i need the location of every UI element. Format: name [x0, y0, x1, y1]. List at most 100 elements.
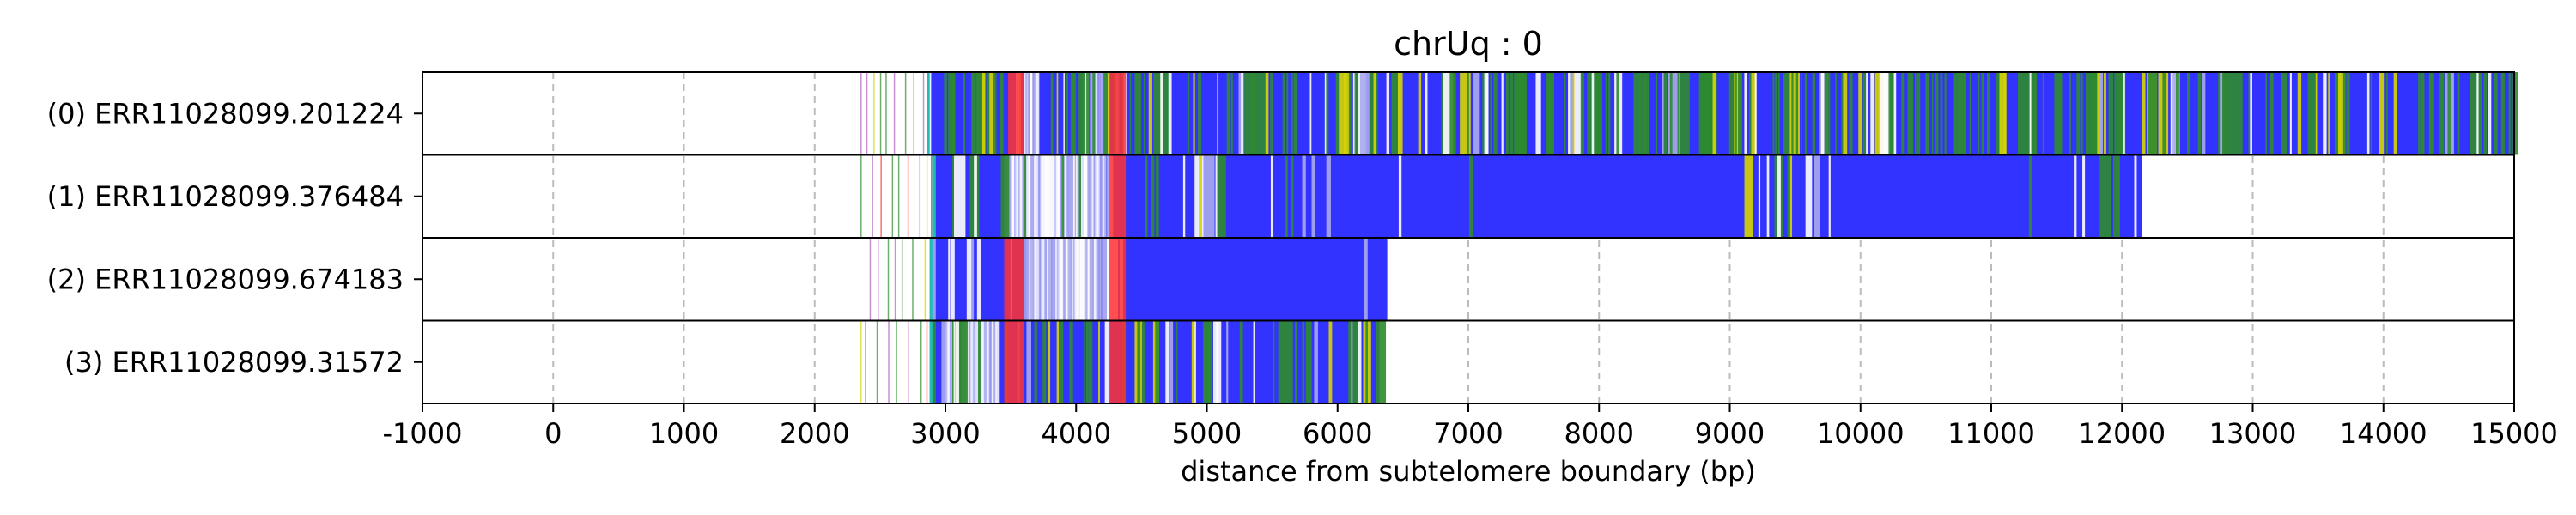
stripe-segment: [2076, 72, 2081, 155]
stripe-segment: [1600, 72, 1602, 155]
light-segment: [1044, 238, 1048, 321]
stripe-segment: [1078, 72, 1083, 155]
stripe-segment: [976, 238, 981, 321]
light-segment: [1019, 154, 1023, 238]
sparse-segment: [896, 320, 897, 403]
stripe-segment: [951, 238, 955, 321]
light-segment: [1094, 72, 1097, 155]
stripe-segment: [2186, 72, 2190, 155]
stripe-segment: [978, 320, 981, 403]
stripe-segment: [1302, 154, 1306, 238]
light-segment: [980, 320, 984, 403]
stripe-segment: [1787, 154, 1791, 238]
light-segment: [966, 320, 970, 403]
stripe-segment: [1486, 72, 1489, 155]
stripe-segment: [2422, 72, 2425, 155]
stripe-segment: [1482, 72, 1485, 155]
stripe-segment: [1580, 72, 1584, 155]
stripe-segment: [1935, 72, 1939, 155]
stripe-segment: [2162, 72, 2166, 155]
light-segment: [1081, 238, 1086, 321]
stripe-segment: [2379, 72, 2385, 155]
light-segment: [1030, 238, 1036, 321]
x-axis-label: distance from subtelomere boundary (bp): [1181, 455, 1756, 488]
stripe-segment: [1092, 72, 1096, 155]
stripe-segment: [1153, 72, 1163, 155]
light-segment: [1089, 238, 1092, 321]
read-start-edge: [929, 320, 933, 403]
light-segment: [991, 320, 995, 403]
stripe-segment: [1812, 72, 1816, 155]
sparse-segment: [860, 72, 862, 155]
row-label-3: (3) ERR11028099.31572: [64, 346, 404, 379]
read-track-0: [860, 72, 2518, 155]
stripe-segment: [1199, 154, 1202, 238]
red-block: [1004, 238, 1024, 321]
stripe-segment: [1198, 72, 1201, 155]
stripe-segment: [1278, 320, 1285, 403]
light-segment: [1097, 238, 1101, 321]
stripe-segment: [1597, 72, 1601, 155]
stripe-segment: [2250, 72, 2252, 155]
stripe-segment: [1522, 72, 1527, 155]
sparse-segment: [887, 238, 890, 321]
stripe-segment: [1063, 72, 1065, 155]
stripe-segment: [948, 238, 951, 321]
stripe-segment: [1744, 154, 1753, 238]
stripe-segment: [2059, 72, 2062, 155]
stripe-segment: [1418, 72, 1422, 155]
x-tick-label-15: 14000: [2340, 417, 2427, 450]
stripe-segment: [1139, 72, 1141, 155]
red-block: [1109, 154, 1127, 238]
stripe-segment: [1335, 72, 1340, 155]
stripe-segment: [1783, 72, 1791, 155]
stripe-segment: [2108, 72, 2114, 155]
stripe-segment: [1182, 154, 1186, 238]
stripe-segment: [2366, 72, 2370, 155]
stripe-segment: [1705, 72, 1709, 155]
stripe-segment: [1090, 154, 1092, 238]
light-segment: [1037, 154, 1042, 238]
stripe-segment: [2099, 72, 2104, 155]
x-tick-label-0: -1000: [383, 417, 463, 450]
stripe-segment: [1866, 72, 1868, 155]
stripe-segment: [1917, 72, 1921, 155]
x-tick-label-11: 10000: [1817, 417, 1905, 450]
stripe-segment: [1085, 320, 1089, 403]
stripe-segment: [2148, 72, 2154, 155]
light-segment: [1048, 238, 1051, 321]
stripe-segment: [1789, 154, 1793, 238]
stripe-segment: [2082, 154, 2086, 238]
x-tick-label-13: 12000: [2078, 417, 2166, 450]
stripe-segment: [1302, 320, 1305, 403]
stripe-segment: [1000, 154, 1010, 238]
stripe-segment: [977, 72, 987, 155]
chart-title: chrUq : 0: [1394, 25, 1543, 63]
light-segment: [1015, 154, 1019, 238]
stripe-segment: [1963, 72, 1966, 155]
stripe-segment: [2512, 72, 2518, 155]
sparse-segment: [879, 72, 882, 155]
stripe-segment: [1088, 320, 1093, 403]
stripe-segment: [2028, 154, 2032, 238]
stripe-segment: [2086, 72, 2089, 155]
stripe-segment: [1633, 72, 1641, 155]
read-track-2: [869, 238, 1388, 321]
stripe-segment: [1358, 320, 1362, 403]
stripe-segment: [1328, 320, 1333, 403]
stripe-segment: [1283, 320, 1292, 403]
stripe-segment: [2103, 72, 2106, 155]
stripe-segment: [1996, 72, 2002, 155]
stripe-segment: [1247, 72, 1255, 155]
stripe-segment: [2494, 72, 2498, 155]
stripe-segment: [1291, 320, 1293, 403]
stripe-segment: [1226, 320, 1229, 403]
stripe-segment: [954, 154, 966, 238]
stripe-segment: [2017, 72, 2026, 155]
sparse-segment: [926, 320, 928, 403]
stripe-segment: [1030, 72, 1033, 155]
light-segment: [1099, 238, 1102, 321]
stripe-segment: [952, 72, 956, 155]
stripe-segment: [1098, 320, 1100, 403]
stripe-segment: [1882, 72, 1888, 155]
